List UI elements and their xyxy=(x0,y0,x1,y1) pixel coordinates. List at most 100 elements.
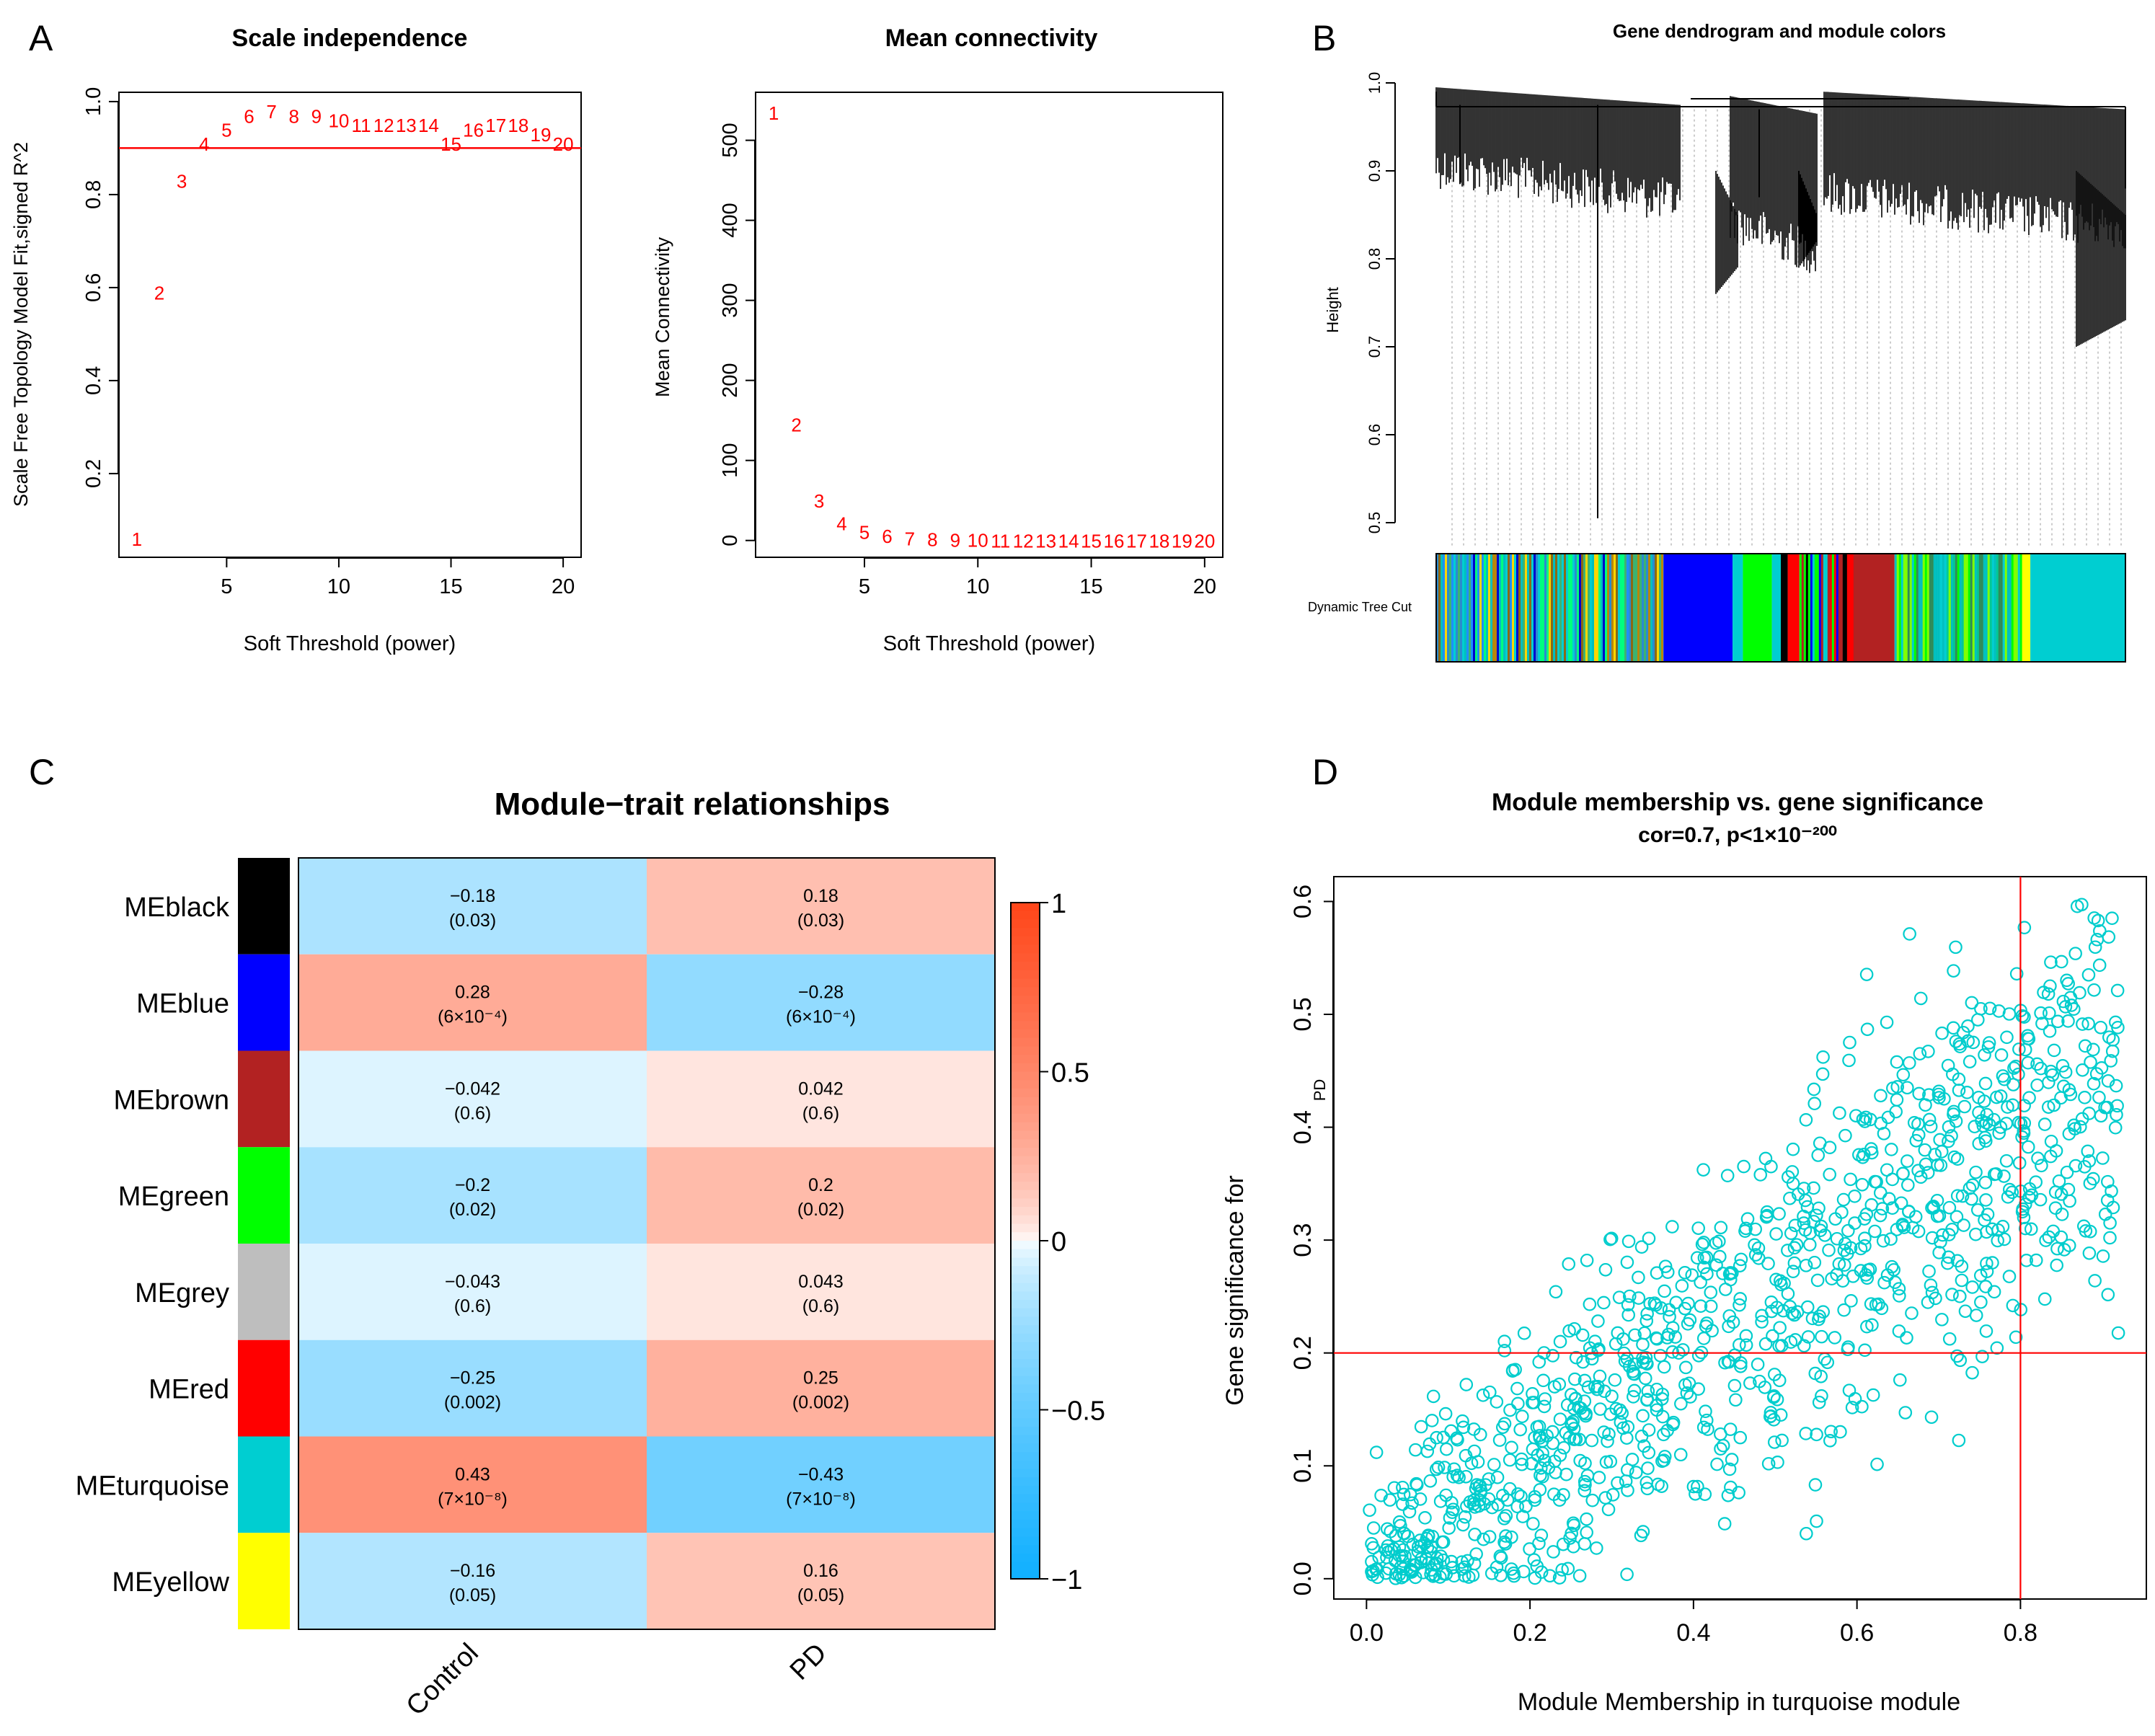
gene-point xyxy=(1784,1226,1798,1240)
gene-point xyxy=(2054,1187,2068,1201)
gene-point xyxy=(1934,1235,1947,1249)
gene-point xyxy=(1810,1208,1823,1223)
gene-point xyxy=(1755,1315,1769,1329)
gene-point xyxy=(1499,1529,1513,1543)
x-tick-label: 15 xyxy=(1079,575,1102,598)
gene-point xyxy=(1739,1338,1753,1352)
point-label-19: 19 xyxy=(531,124,552,146)
module-color-stripe xyxy=(1931,554,1934,662)
gene-point xyxy=(1844,1172,1857,1187)
gene-point xyxy=(1758,1337,1773,1351)
module-color-stripe xyxy=(2002,554,2005,662)
gene-point xyxy=(2017,1124,2031,1138)
gene-point xyxy=(2012,1067,2025,1081)
module-color-stripe xyxy=(1592,554,1595,662)
gene-point xyxy=(1640,1393,1654,1407)
gene-point xyxy=(1603,1232,1617,1246)
gene-point xyxy=(1456,1420,1471,1435)
module-color-stripe xyxy=(1926,554,1929,662)
gene-point xyxy=(1949,1114,1963,1128)
gene-point xyxy=(1971,1013,1985,1027)
gene-point xyxy=(1758,1151,1773,1166)
gene-point xyxy=(1619,1474,1633,1488)
gene-point xyxy=(1894,1196,1908,1210)
gene-point xyxy=(1903,927,1916,941)
gene-point xyxy=(1921,1045,1935,1058)
gene-point xyxy=(1947,964,1960,978)
module-color-stripe xyxy=(1551,554,1554,662)
cell-correlation: 0.16 xyxy=(803,1561,838,1581)
gene-point xyxy=(1869,1175,1883,1189)
module-color-stripe xyxy=(1946,554,1949,662)
gene-point xyxy=(1413,1492,1428,1506)
colorbar-tick-label: 0 xyxy=(1051,1227,1066,1257)
gene-point xyxy=(1603,1454,1618,1469)
gene-point xyxy=(1922,1088,1936,1102)
gene-point xyxy=(1547,1380,1562,1394)
gene-point xyxy=(1527,1553,1541,1567)
gene-point xyxy=(1468,1500,1482,1514)
point-label-18: 18 xyxy=(508,115,528,136)
module-color-stripe xyxy=(1605,554,1608,662)
gene-point xyxy=(1628,1328,1642,1342)
gene-point xyxy=(2043,1024,2057,1038)
gene-point xyxy=(1696,1236,1711,1249)
gene-point xyxy=(1658,1284,1671,1298)
module-color-stripe xyxy=(1585,554,1588,662)
gene-point xyxy=(1561,1562,1575,1576)
gene-point xyxy=(1969,1165,1983,1179)
module-color-stripe xyxy=(1607,554,1610,662)
module-color-stripe xyxy=(1583,554,1586,662)
gene-point xyxy=(1414,1420,1428,1434)
gene-point xyxy=(1699,1413,1714,1427)
module-color-stripe xyxy=(1961,554,1964,662)
gene-point xyxy=(1874,1116,1888,1130)
colorbar-step xyxy=(1011,1477,1040,1487)
colorbar-step xyxy=(1011,1333,1040,1343)
gene-point xyxy=(2021,1032,2035,1045)
gene-point xyxy=(1591,1314,1605,1328)
module-color-segment xyxy=(1663,554,1733,662)
module-color-stripe xyxy=(1557,554,1560,662)
module-color-stripe xyxy=(1536,554,1539,662)
gene-point xyxy=(1611,1326,1625,1340)
colorbar-step xyxy=(1011,1528,1040,1537)
gene-point xyxy=(2006,1298,2020,1313)
gene-point xyxy=(1553,1448,1567,1462)
colorbar-step xyxy=(1011,936,1040,946)
heatmap-cell xyxy=(298,1533,647,1629)
gene-point xyxy=(2050,1241,2064,1256)
module-color-stripe xyxy=(1510,554,1513,662)
y-tick-label: 0.1 xyxy=(1289,1449,1317,1483)
gene-point xyxy=(1892,1282,1906,1296)
module-color-stripe xyxy=(1445,554,1448,662)
gene-point xyxy=(1538,1392,1552,1406)
cell-pvalue: (0.03) xyxy=(449,911,496,931)
colorbar-step xyxy=(1011,1384,1040,1394)
gene-point xyxy=(2087,1172,2100,1186)
module-color-stripe xyxy=(1846,554,1850,662)
module-color-stripe xyxy=(1823,554,1826,662)
gene-point xyxy=(1854,1264,1868,1277)
gene-point xyxy=(2103,1216,2117,1230)
module-color-stripe xyxy=(1603,554,1606,662)
gene-point xyxy=(1534,1461,1548,1475)
colorbar-step xyxy=(1011,1536,1040,1546)
gene-point xyxy=(1935,1313,1949,1327)
colorbar-step xyxy=(1011,1037,1040,1047)
gene-point xyxy=(1695,1237,1709,1252)
colorbar-step xyxy=(1011,1207,1040,1216)
gene-point xyxy=(1549,1285,1563,1299)
gene-point xyxy=(1962,1055,1977,1068)
gene-point xyxy=(1907,1116,1921,1130)
gene-point xyxy=(1657,1427,1671,1442)
gene-point xyxy=(1932,1091,1946,1104)
gene-point xyxy=(2055,1208,2069,1221)
module-color-stripe xyxy=(1838,554,1841,662)
colorbar-step xyxy=(1011,1232,1040,1241)
module-color-stripe xyxy=(1449,554,1452,662)
heatmap-cell xyxy=(298,1339,647,1437)
gene-point xyxy=(1889,1104,1903,1119)
gene-point xyxy=(1973,1269,1988,1283)
